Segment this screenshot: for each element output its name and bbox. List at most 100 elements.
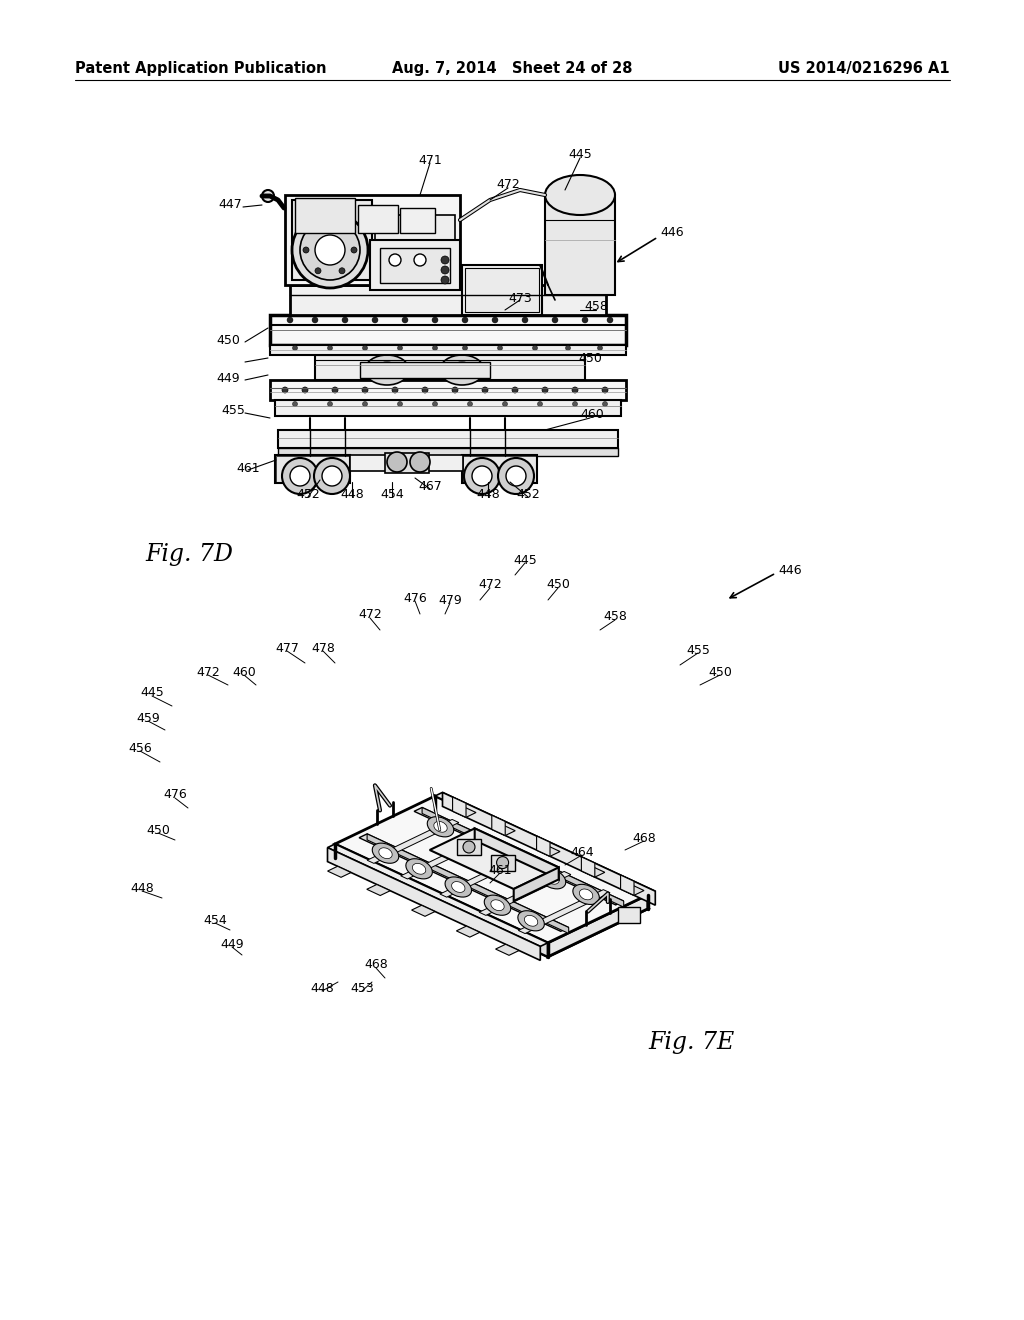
- Circle shape: [532, 346, 538, 351]
- Polygon shape: [328, 843, 548, 946]
- Circle shape: [565, 346, 570, 351]
- Polygon shape: [385, 453, 429, 473]
- Ellipse shape: [413, 863, 426, 874]
- Text: 458: 458: [603, 610, 627, 623]
- Polygon shape: [422, 808, 624, 907]
- Circle shape: [292, 213, 368, 288]
- Circle shape: [432, 317, 438, 323]
- Text: 477: 477: [275, 642, 299, 655]
- Circle shape: [328, 401, 333, 407]
- Polygon shape: [492, 816, 505, 836]
- Text: 461: 461: [488, 863, 512, 876]
- Text: 453: 453: [350, 982, 374, 994]
- Polygon shape: [442, 792, 655, 906]
- Polygon shape: [367, 834, 568, 933]
- Polygon shape: [270, 345, 626, 355]
- Polygon shape: [475, 829, 559, 879]
- Text: 450: 450: [146, 824, 170, 837]
- Polygon shape: [292, 201, 372, 280]
- Ellipse shape: [461, 833, 487, 853]
- Polygon shape: [270, 380, 626, 400]
- Circle shape: [328, 346, 333, 351]
- Circle shape: [339, 226, 345, 232]
- Polygon shape: [335, 843, 548, 957]
- Polygon shape: [492, 825, 515, 836]
- Circle shape: [497, 857, 509, 869]
- Circle shape: [315, 235, 345, 265]
- Ellipse shape: [498, 458, 534, 494]
- Circle shape: [597, 346, 602, 351]
- Circle shape: [262, 190, 274, 202]
- Polygon shape: [621, 875, 634, 895]
- Circle shape: [602, 401, 607, 407]
- Text: 452: 452: [296, 488, 319, 502]
- Ellipse shape: [387, 451, 407, 473]
- Text: 461: 461: [237, 462, 260, 474]
- Polygon shape: [412, 906, 435, 916]
- Circle shape: [392, 387, 398, 393]
- Polygon shape: [278, 447, 618, 455]
- Text: 479: 479: [438, 594, 462, 606]
- Circle shape: [339, 268, 345, 273]
- Polygon shape: [414, 808, 624, 906]
- Polygon shape: [462, 265, 542, 315]
- Circle shape: [607, 317, 613, 323]
- Text: 448: 448: [130, 882, 154, 895]
- Circle shape: [492, 317, 498, 323]
- Circle shape: [552, 317, 558, 323]
- Polygon shape: [350, 455, 463, 471]
- Circle shape: [397, 401, 402, 407]
- Circle shape: [315, 226, 321, 232]
- Polygon shape: [537, 845, 560, 857]
- Polygon shape: [490, 854, 515, 871]
- Ellipse shape: [518, 911, 545, 931]
- Polygon shape: [457, 927, 480, 937]
- Ellipse shape: [406, 859, 432, 879]
- Circle shape: [572, 387, 578, 393]
- Circle shape: [287, 317, 293, 323]
- Text: 460: 460: [232, 665, 256, 678]
- Polygon shape: [290, 285, 606, 315]
- Polygon shape: [582, 866, 605, 876]
- Text: 445: 445: [513, 553, 537, 566]
- Circle shape: [300, 220, 360, 280]
- Polygon shape: [315, 355, 585, 380]
- Text: 472: 472: [197, 665, 220, 678]
- Text: 458: 458: [584, 301, 608, 314]
- Circle shape: [389, 253, 401, 267]
- Ellipse shape: [506, 466, 526, 486]
- Circle shape: [293, 346, 298, 351]
- Text: 472: 472: [478, 578, 502, 591]
- Polygon shape: [457, 840, 481, 855]
- Text: 447: 447: [218, 198, 242, 211]
- Ellipse shape: [427, 817, 454, 837]
- Circle shape: [441, 256, 449, 264]
- Circle shape: [468, 401, 472, 407]
- Text: 476: 476: [163, 788, 186, 801]
- Text: 464: 464: [570, 846, 594, 858]
- Ellipse shape: [472, 466, 492, 486]
- Circle shape: [441, 267, 449, 275]
- Text: 448: 448: [476, 488, 500, 502]
- Ellipse shape: [434, 821, 447, 832]
- Text: 468: 468: [632, 832, 656, 845]
- Circle shape: [402, 317, 408, 323]
- Ellipse shape: [467, 837, 481, 847]
- Circle shape: [372, 317, 378, 323]
- Text: 456: 456: [128, 742, 152, 755]
- Text: 449: 449: [220, 937, 244, 950]
- Polygon shape: [496, 944, 519, 956]
- Polygon shape: [328, 847, 541, 961]
- Text: 450: 450: [708, 665, 732, 678]
- Text: 467: 467: [418, 480, 442, 494]
- Text: US 2014/0216296 A1: US 2014/0216296 A1: [778, 61, 950, 75]
- Text: 478: 478: [311, 642, 335, 655]
- Text: 459: 459: [136, 711, 160, 725]
- Polygon shape: [518, 890, 610, 933]
- Text: 455: 455: [686, 644, 710, 656]
- Ellipse shape: [524, 915, 538, 927]
- Circle shape: [582, 317, 588, 323]
- Polygon shape: [537, 836, 550, 857]
- Polygon shape: [335, 796, 648, 942]
- Circle shape: [432, 346, 437, 351]
